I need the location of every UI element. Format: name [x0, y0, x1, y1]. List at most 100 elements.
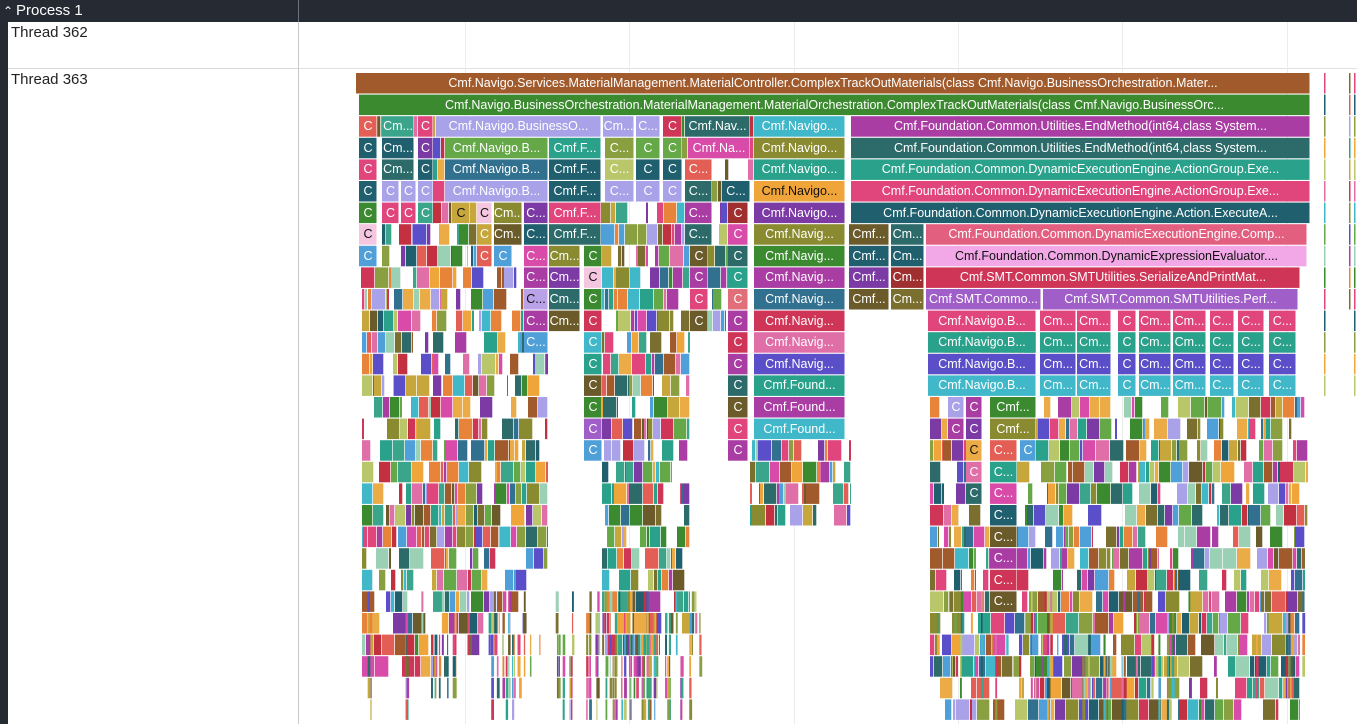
- stack-frame-sliver[interactable]: [514, 267, 517, 288]
- stack-frame[interactable]: [663, 116, 682, 137]
- stack-frame-sliver[interactable]: [1324, 94, 1326, 116]
- stack-frame-sliver[interactable]: [517, 634, 521, 656]
- stack-frame-label[interactable]: C...: [1272, 356, 1293, 371]
- stack-frame-sliver[interactable]: [1238, 440, 1241, 461]
- stack-frame-sliver[interactable]: [1324, 181, 1326, 202]
- stack-frame-sliver[interactable]: [699, 634, 702, 656]
- stack-frame-sliver[interactable]: [624, 548, 632, 569]
- stack-frame-sliver[interactable]: [1135, 677, 1138, 699]
- stack-frame-sliver[interactable]: [453, 526, 457, 548]
- stack-frame-sliver[interactable]: [400, 353, 408, 375]
- stack-frame-sliver[interactable]: [370, 699, 372, 720]
- stack-frame-sliver[interactable]: [1203, 591, 1209, 612]
- stack-frame-sliver[interactable]: [668, 397, 680, 418]
- stack-frame-label[interactable]: C...: [993, 529, 1014, 544]
- stack-frame-sliver[interactable]: [368, 289, 372, 310]
- stack-frame-sliver[interactable]: [1127, 569, 1136, 591]
- stack-frame-sliver[interactable]: [1039, 699, 1051, 720]
- stack-frame-sliver[interactable]: [441, 591, 445, 612]
- stack-frame-sliver[interactable]: [1073, 591, 1080, 612]
- stack-frame-sliver[interactable]: [527, 483, 540, 504]
- stack-frame-sliver[interactable]: [779, 483, 784, 504]
- stack-frame-sliver[interactable]: [1285, 634, 1289, 656]
- stack-frame-sliver[interactable]: [362, 613, 368, 634]
- stack-frame-sliver[interactable]: [1087, 418, 1100, 440]
- stack-frame[interactable]: [685, 159, 712, 180]
- stack-frame-sliver[interactable]: [1177, 440, 1179, 461]
- stack-frame-sliver[interactable]: [1288, 677, 1291, 699]
- stack-frame-sliver[interactable]: [458, 440, 468, 461]
- stack-frame-sliver[interactable]: [1324, 353, 1326, 375]
- stack-frame-sliver[interactable]: [1220, 418, 1224, 440]
- stack-frame-sliver[interactable]: [412, 483, 423, 504]
- stack-frame-sliver[interactable]: [1047, 656, 1050, 677]
- stack-frame-sliver[interactable]: [789, 440, 794, 461]
- stack-frame-sliver[interactable]: [1103, 699, 1106, 720]
- stack-frame-sliver[interactable]: [595, 634, 598, 656]
- stack-frame-sliver[interactable]: [1158, 677, 1162, 699]
- stack-frame-sliver[interactable]: [993, 699, 1005, 720]
- stack-frame-sliver[interactable]: [522, 613, 525, 634]
- stack-frame-sliver[interactable]: [833, 461, 836, 483]
- stack-frame-sliver[interactable]: [398, 526, 407, 548]
- stack-frame-sliver[interactable]: [433, 569, 437, 591]
- stack-frame-sliver[interactable]: [1091, 483, 1097, 504]
- stack-frame-sliver[interactable]: [1139, 483, 1151, 504]
- stack-frame-label[interactable]: Cm...: [1174, 313, 1205, 328]
- stack-frame[interactable]: [849, 224, 889, 245]
- stack-frame-sliver[interactable]: [387, 418, 400, 440]
- stack-frame-label[interactable]: C...: [526, 335, 546, 350]
- stack-frame-sliver[interactable]: [505, 656, 508, 677]
- stack-frame-sliver[interactable]: [641, 677, 643, 699]
- stack-frame-label[interactable]: Cmf.Navigo...: [761, 184, 838, 198]
- stack-frame-sliver[interactable]: [649, 699, 652, 720]
- stack-frame-sliver[interactable]: [664, 289, 667, 310]
- stack-frame-sliver[interactable]: [760, 483, 764, 504]
- stack-frame-sliver[interactable]: [602, 267, 614, 288]
- stack-frame-sliver[interactable]: [1018, 526, 1029, 548]
- stack-frame[interactable]: [1043, 289, 1298, 310]
- stack-frame-sliver[interactable]: [624, 699, 627, 720]
- stack-frame-sliver[interactable]: [1241, 569, 1247, 591]
- stack-frame-sliver[interactable]: [534, 548, 544, 569]
- stack-frame-sliver[interactable]: [454, 613, 457, 634]
- stack-frame-sliver[interactable]: [1059, 505, 1064, 526]
- stack-frame-sliver[interactable]: [1209, 483, 1212, 504]
- stack-frame-sliver[interactable]: [1236, 656, 1250, 677]
- stack-frame-sliver[interactable]: [675, 224, 682, 245]
- stack-frame-sliver[interactable]: [974, 656, 975, 677]
- stack-frame-sliver[interactable]: [432, 310, 437, 332]
- stack-frame-sliver[interactable]: [632, 353, 646, 375]
- stack-frame-sliver[interactable]: [675, 613, 678, 634]
- stack-frame-sliver[interactable]: [1096, 591, 1103, 612]
- stack-frame-sliver[interactable]: [1303, 569, 1305, 591]
- stack-frame-label[interactable]: Cmf.Navigo...: [761, 162, 838, 177]
- stack-frame-sliver[interactable]: [654, 699, 656, 720]
- stack-frame-label[interactable]: C: [363, 248, 373, 263]
- stack-frame[interactable]: [754, 375, 845, 396]
- stack-frame-sliver[interactable]: [459, 613, 469, 634]
- stack-frame-sliver[interactable]: [571, 634, 575, 656]
- stack-frame-sliver[interactable]: [719, 224, 728, 245]
- stack-frame-label[interactable]: Cmf.Navigo.B...: [938, 356, 1026, 371]
- stack-frame-sliver[interactable]: [667, 656, 670, 677]
- stack-frame-sliver[interactable]: [627, 634, 630, 656]
- stack-frame-sliver[interactable]: [441, 634, 444, 656]
- stack-frame-sliver[interactable]: [850, 483, 851, 504]
- stack-frame-sliver[interactable]: [1067, 483, 1080, 504]
- stack-frame-sliver[interactable]: [752, 505, 766, 526]
- stack-frame-sliver[interactable]: [664, 353, 676, 375]
- thread-label-362[interactable]: Thread 362: [8, 22, 298, 69]
- stack-frame[interactable]: [851, 159, 1310, 180]
- stack-frame-sliver[interactable]: [1263, 699, 1276, 720]
- stack-frame-sliver[interactable]: [1253, 461, 1264, 483]
- stack-frame-label[interactable]: C: [498, 248, 508, 263]
- stack-frame[interactable]: [636, 159, 660, 180]
- stack-frame-sliver[interactable]: [511, 526, 517, 548]
- stack-frame-sliver[interactable]: [365, 289, 367, 310]
- stack-frame-sliver[interactable]: [1058, 397, 1072, 418]
- stack-frame-sliver[interactable]: [1143, 548, 1148, 569]
- stack-frame-sliver[interactable]: [529, 634, 532, 656]
- stack-frame-sliver[interactable]: [406, 245, 417, 267]
- stack-frame-sliver[interactable]: [441, 613, 443, 634]
